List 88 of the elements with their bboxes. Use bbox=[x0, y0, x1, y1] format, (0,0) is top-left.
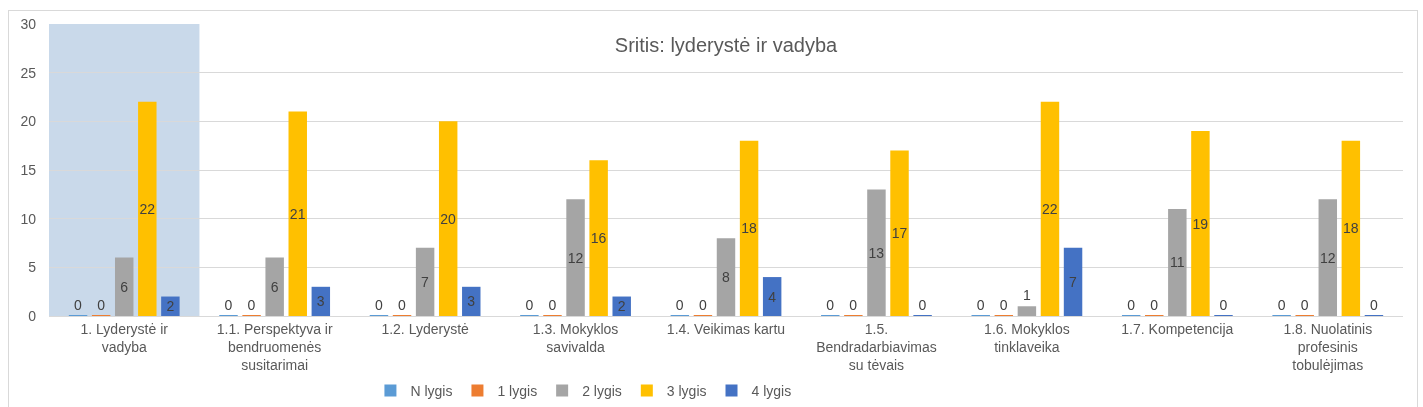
legend-label: N lygis bbox=[410, 383, 453, 400]
bar bbox=[1017, 306, 1037, 316]
x-tick-label: 1.4. Veikimas kartu bbox=[666, 320, 786, 337]
bar bbox=[716, 238, 736, 316]
bar bbox=[265, 257, 284, 316]
bar bbox=[566, 199, 585, 316]
data-label: 0 bbox=[97, 297, 106, 313]
bar bbox=[1040, 101, 1060, 316]
bar bbox=[288, 111, 307, 316]
bar bbox=[1318, 199, 1338, 316]
data-label: 7 bbox=[421, 273, 430, 290]
data-label: 0 bbox=[374, 297, 383, 313]
data-label: 0 bbox=[1219, 297, 1228, 313]
x-tick-label: 1.2. Lyderystė bbox=[381, 320, 470, 337]
data-label: 2 bbox=[617, 298, 626, 315]
data-label: 0 bbox=[1300, 297, 1309, 313]
data-label: 18 bbox=[741, 220, 757, 237]
bar bbox=[739, 140, 759, 316]
bar bbox=[1191, 131, 1210, 316]
bar bbox=[114, 257, 134, 316]
bar bbox=[762, 277, 782, 316]
legend-label: 2 lygis bbox=[582, 383, 622, 400]
data-label: 3 bbox=[467, 293, 476, 310]
data-label: 0 bbox=[675, 297, 684, 313]
data-label: 0 bbox=[525, 297, 534, 313]
y-tick-label: 10 bbox=[20, 210, 37, 227]
y-tick-label: 5 bbox=[28, 259, 37, 276]
data-label: 0 bbox=[826, 297, 835, 313]
bar bbox=[1168, 208, 1187, 316]
legend-label: 1 lygis bbox=[497, 383, 538, 400]
data-label: 6 bbox=[270, 278, 279, 295]
x-tick-label: 1. Lyderystė ir vadyba bbox=[80, 320, 169, 355]
data-label: 0 bbox=[849, 297, 858, 313]
bar bbox=[1063, 247, 1083, 316]
data-label: 12 bbox=[1319, 249, 1336, 266]
data-label: 13 bbox=[868, 244, 885, 261]
bar bbox=[138, 101, 157, 316]
text: Sritis: lyderystė ir vadyba bbox=[614, 34, 839, 56]
bar bbox=[589, 160, 608, 316]
data-label: 8 bbox=[722, 269, 730, 286]
data-label: 0 bbox=[1369, 297, 1378, 313]
data-label: 4 bbox=[768, 288, 777, 305]
data-label: 0 bbox=[918, 297, 927, 313]
bar bbox=[462, 286, 481, 316]
y-tick-label: 25 bbox=[20, 64, 37, 81]
data-label: 2 bbox=[166, 298, 175, 315]
y-tick-label: 15 bbox=[20, 161, 37, 178]
data-label: 0 bbox=[398, 297, 407, 313]
data-label: 17 bbox=[891, 225, 908, 242]
bar bbox=[438, 121, 458, 316]
data-label: 22 bbox=[139, 200, 156, 217]
x-tick-label: 1.8. Nuolatinis profesinis tobulėjimas bbox=[1283, 320, 1373, 374]
y-tick-label: 30 bbox=[20, 15, 37, 32]
data-label: 0 bbox=[1277, 297, 1286, 313]
data-label: 6 bbox=[120, 278, 129, 295]
data-label: 0 bbox=[247, 297, 256, 313]
x-tick-label: 1.6. Mokyklos tinklaveika bbox=[984, 320, 1070, 355]
data-label: 3 bbox=[316, 293, 325, 310]
data-label: 0 bbox=[548, 297, 557, 313]
data-label: 19 bbox=[1192, 215, 1209, 232]
x-tick-label: 1.3. Mokyklos savivalda bbox=[532, 320, 619, 355]
data-label: 0 bbox=[698, 297, 707, 313]
bar bbox=[890, 150, 909, 316]
data-label: 22 bbox=[1042, 200, 1058, 217]
data-label: 1 bbox=[1022, 287, 1031, 304]
bar bbox=[1341, 140, 1361, 316]
bar bbox=[867, 189, 886, 316]
data-label: 0 bbox=[999, 297, 1008, 313]
data-label: 0 bbox=[74, 297, 83, 313]
y-tick-label: 0 bbox=[28, 307, 37, 324]
data-label: 7 bbox=[1069, 273, 1078, 290]
data-label: 16 bbox=[590, 230, 607, 247]
data-label: 0 bbox=[1127, 297, 1136, 313]
data-label: 0 bbox=[976, 297, 985, 313]
data-label: 20 bbox=[440, 210, 457, 227]
x-tick-label: 1.1. Perspektyva ir bendruomenės susitarimai bbox=[216, 320, 333, 374]
data-label: 11 bbox=[1169, 254, 1185, 271]
x-tick-label: 1.5. Bendradarbiavimas su tėvais bbox=[816, 320, 937, 374]
data-label: 21 bbox=[289, 205, 306, 222]
data-label: 0 bbox=[1150, 297, 1159, 313]
data-label: 18 bbox=[1342, 220, 1359, 237]
data-label: 0 bbox=[224, 297, 233, 313]
x-tick-label: 1.7. Kompetencija bbox=[1121, 320, 1234, 337]
y-tick-label: 20 bbox=[20, 113, 37, 130]
data-label: 12 bbox=[567, 249, 584, 266]
legend-label: 3 lygis bbox=[666, 383, 707, 400]
legend-label: 4 lygis bbox=[751, 383, 792, 400]
bar bbox=[415, 247, 435, 316]
